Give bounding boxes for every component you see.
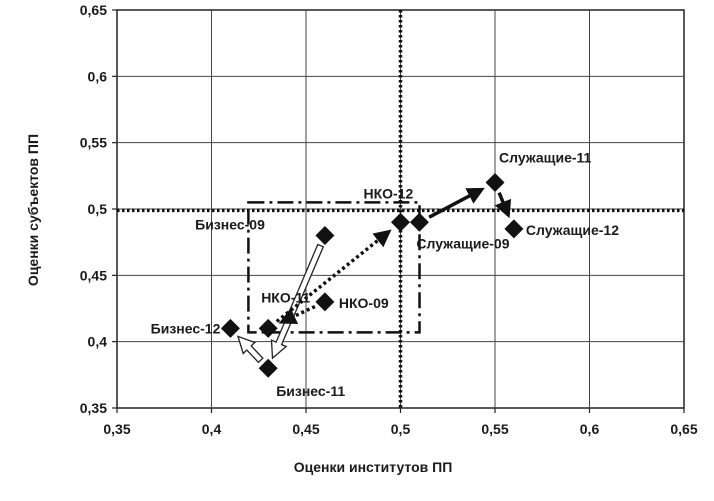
trajectory-arrow: [428, 187, 485, 219]
data-point-marker: [504, 219, 524, 239]
x-tick-label: 0,45: [292, 421, 319, 437]
x-tick-label: 0,65: [670, 421, 697, 437]
trajectory-arrow: [278, 304, 316, 325]
trajectory-arrow: [236, 335, 264, 364]
data-point-label: Бизнес-11: [276, 383, 345, 399]
data-point-marker: [485, 172, 505, 192]
x-tick-label: 0,35: [103, 421, 130, 437]
y-tick-label: 0,35: [80, 400, 107, 416]
y-tick-label: 0,5: [88, 201, 108, 217]
highlight-box: [247, 201, 421, 334]
data-point-marker: [220, 318, 240, 338]
data-point-label: НКО-12: [364, 185, 414, 201]
x-tick-label: 0,6: [580, 421, 600, 437]
data-point-label: НКО-11: [261, 289, 310, 305]
y-tick-label: 0,6: [88, 68, 108, 84]
data-point-marker: [315, 226, 335, 246]
y-axis-title: Оценки субъектов ПП: [25, 134, 41, 286]
data-point-marker: [258, 358, 278, 378]
y-tick-label: 0,4: [88, 334, 108, 350]
data-point-marker: [315, 292, 335, 312]
x-tick-label: 0,5: [391, 421, 411, 437]
data-point-label: Бизнес-09: [195, 217, 265, 233]
x-axis-title: Оценки институтов ПП: [294, 459, 453, 475]
data-point-marker: [258, 318, 278, 338]
data-point-marker: [391, 212, 410, 232]
data-point-label: Служащие-11: [499, 149, 592, 165]
data-point-label: Служащие-09: [416, 235, 509, 251]
data-point-label: Служащие-12: [526, 222, 619, 238]
trajectory-arrow: [494, 191, 512, 219]
x-tick-label: 0,55: [481, 421, 508, 437]
y-tick-label: 0,45: [80, 267, 107, 283]
data-point-marker: [409, 212, 429, 232]
y-tick-label: 0,65: [80, 2, 107, 18]
data-point-label: Бизнес-12: [151, 320, 221, 336]
x-tick-label: 0,4: [202, 421, 222, 437]
y-tick-label: 0,55: [80, 135, 107, 151]
trajectory-arrow: [270, 243, 325, 360]
data-point-label: НКО-09: [339, 295, 389, 311]
